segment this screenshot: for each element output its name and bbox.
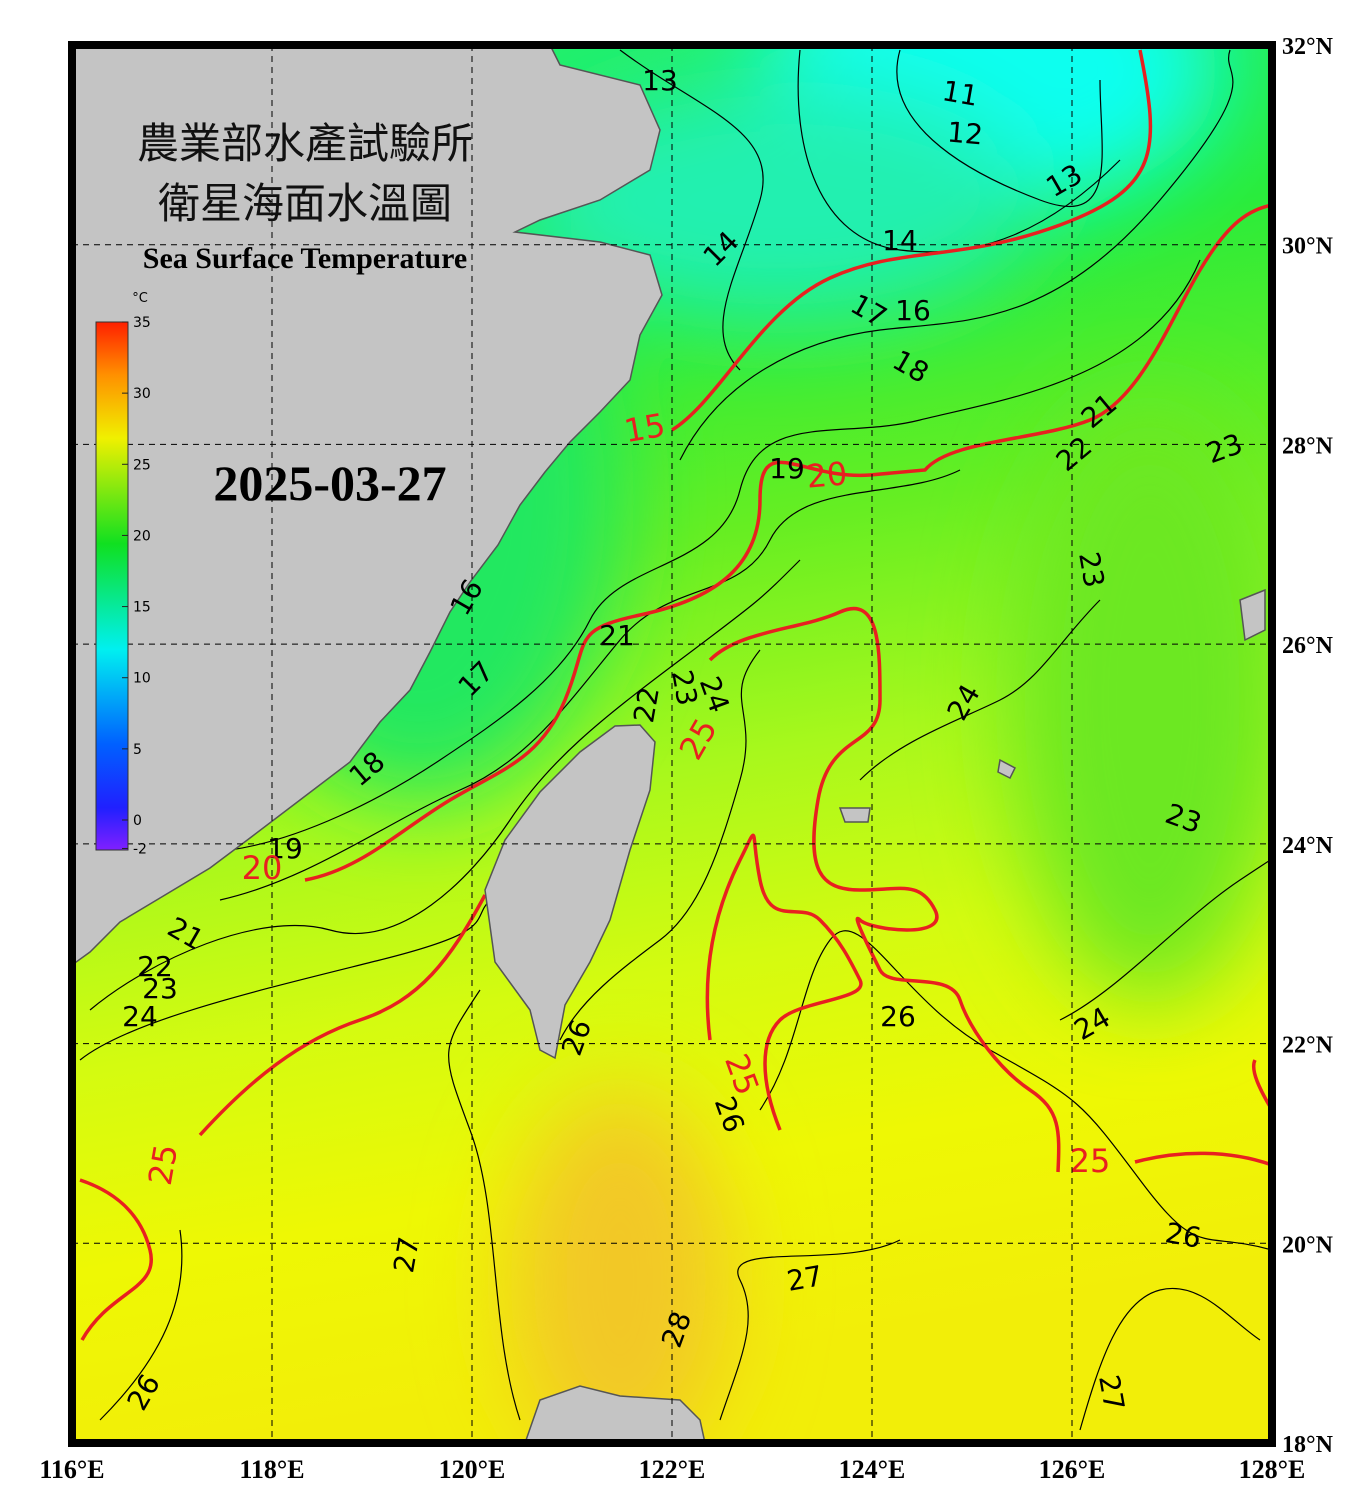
contour-label: 11	[940, 74, 981, 113]
title-en: Sea Surface Temperature	[143, 242, 467, 275]
subtitle-zh: 衛星海面水溫圖	[158, 179, 452, 228]
colorbar-tick-label: 15	[133, 600, 151, 616]
lat-label: 32°N	[1282, 34, 1334, 60]
contour-label: 19	[769, 452, 805, 485]
lon-label: 128°E	[1239, 1455, 1306, 1484]
lat-label: 20°N	[1282, 1232, 1334, 1258]
islands	[838, 588, 1266, 823]
contour-label: 22	[627, 684, 666, 725]
lon-label: 124°E	[839, 1455, 906, 1484]
graticule	[72, 45, 1272, 1443]
lon-label: 120°E	[439, 1455, 506, 1484]
colorbar-unit: °C	[132, 291, 148, 306]
contour-label: 15	[621, 406, 668, 450]
colorbar-tick-label: 5	[133, 742, 142, 758]
date: 2025-03-27	[213, 455, 446, 511]
colorbar-tick-label: 25	[133, 457, 151, 473]
contour-label: 12	[946, 116, 984, 152]
lat-label: 28°N	[1282, 433, 1334, 459]
title-zh: 農業部水產試驗所	[137, 119, 473, 168]
contour-label: 27	[1092, 1372, 1131, 1413]
lon-label: 118°E	[239, 1455, 304, 1484]
isotherm-major	[79, 49, 1272, 1341]
lat-label: 26°N	[1282, 633, 1334, 659]
colorbar-tick-label: 0	[133, 813, 142, 829]
contour-label: 27	[784, 1259, 825, 1298]
contour-label: 26	[1163, 1216, 1204, 1255]
isotherms	[79, 49, 1272, 1431]
taiwan	[484, 724, 656, 1060]
contour-label: 22	[137, 950, 173, 983]
contour-label: 19	[267, 832, 303, 865]
colorbar-tick-label: -2	[133, 841, 147, 857]
contour-label: 23	[142, 972, 178, 1005]
contour-label: 16	[895, 294, 931, 327]
lat-label: 18°N	[1282, 1432, 1334, 1458]
colorbar	[95, 321, 129, 851]
colorbar-tick-label: 20	[133, 528, 151, 544]
land	[72, 45, 1266, 1443]
mainland-china	[72, 45, 663, 966]
colorbar-tick-label: 35	[133, 315, 151, 331]
colorbar-tick-label: 30	[133, 386, 151, 402]
contour-label: 14	[882, 224, 918, 257]
colorbar-tick-label: 10	[133, 671, 151, 687]
lat-label: 30°N	[1282, 234, 1334, 260]
contour-label: 24	[122, 1000, 158, 1033]
contour-label: 20	[242, 849, 283, 887]
lon-label: 116°E	[39, 1455, 104, 1484]
contour-label: 25	[141, 1141, 185, 1188]
contour-label: 21	[599, 619, 635, 652]
lon-label: 122°E	[639, 1455, 706, 1484]
contour-label: 25	[1070, 1142, 1111, 1180]
contour-label: 23	[1072, 549, 1111, 590]
contour-label: 20	[805, 454, 849, 495]
lon-label: 126°E	[1039, 1455, 1106, 1484]
contour-label: 27	[387, 1234, 426, 1275]
lat-label: 22°N	[1282, 1033, 1334, 1059]
colorbar-ticks: 35 30 25 20 15 10 5 0 -2	[122, 315, 151, 857]
map-frame	[68, 41, 1276, 1447]
lat-label: 24°N	[1282, 833, 1334, 859]
contour-label: 26	[880, 1000, 916, 1033]
